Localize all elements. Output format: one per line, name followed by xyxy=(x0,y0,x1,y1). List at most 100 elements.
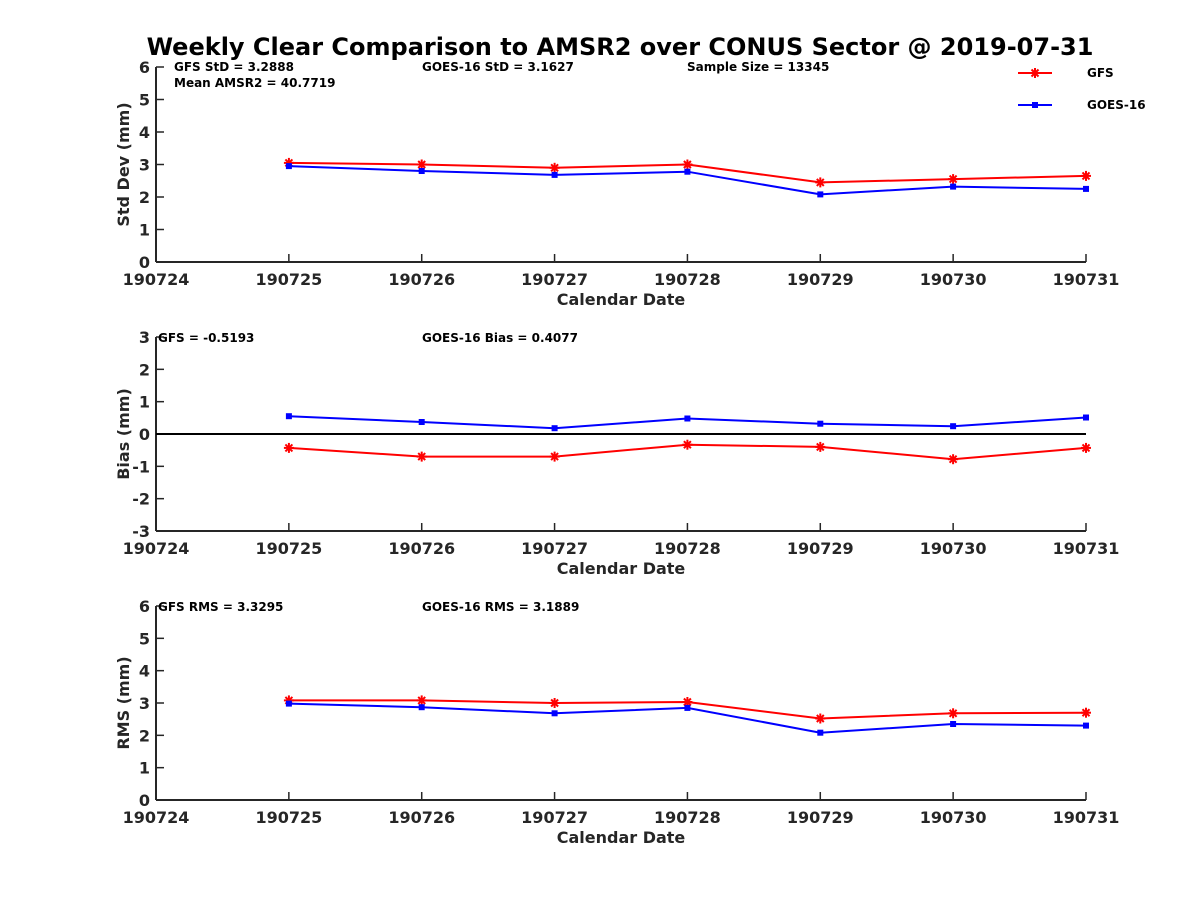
gfs-point-marker xyxy=(682,159,693,170)
gfs-point-marker xyxy=(815,713,826,724)
legend-goes-marker xyxy=(1032,102,1038,108)
x-tick-label: 190728 xyxy=(654,539,721,558)
stats-annotation: GOES-16 RMS = 3.1889 xyxy=(422,600,579,614)
gfs-point-marker xyxy=(815,441,826,452)
x-tick-label: 190728 xyxy=(654,270,721,289)
x-tick-label: 190729 xyxy=(787,808,854,827)
gfs-point-marker xyxy=(416,159,427,170)
y-tick-label: 5 xyxy=(139,91,150,110)
y-tick-label: 5 xyxy=(139,629,150,648)
legend: GFS GOES-16 xyxy=(1018,66,1146,112)
gfs-point-marker xyxy=(682,439,693,450)
std-dev-panel: 190724 190725 190726 190727 190728 190729 1907… xyxy=(114,58,1119,309)
stats-annotation: GFS = -0.5193 xyxy=(158,331,254,345)
y-axis-label: Std Dev (mm) xyxy=(114,102,133,226)
goes16-point-marker xyxy=(418,704,425,711)
y-tick-label: 6 xyxy=(139,597,150,616)
goes16-point-marker xyxy=(551,171,558,178)
goes16-point-marker xyxy=(817,420,824,427)
legend-gfs-marker xyxy=(1030,68,1040,78)
stats-annotation: GOES-16 Bias = 0.4077 xyxy=(422,331,578,345)
y-tick-label: 1 xyxy=(139,221,150,240)
x-tick-label: 190726 xyxy=(388,270,455,289)
x-tick-label: 190727 xyxy=(521,539,588,558)
gfs-point-marker xyxy=(948,708,959,719)
x-tick-label: 190724 xyxy=(123,539,190,558)
gfs-point-marker xyxy=(549,451,560,462)
x-tick-label: 190730 xyxy=(920,808,987,827)
y-tick-label: 0 xyxy=(139,791,150,810)
rms-panel: 190724 190725 190726 190727 190728 190729 1907… xyxy=(114,597,1119,847)
goes16-point-marker xyxy=(817,191,824,198)
y-axis-label: RMS (mm) xyxy=(114,656,133,749)
legend-goes-label: GOES-16 xyxy=(1087,98,1146,112)
stats-annotation: GFS StD = 3.2888 xyxy=(174,60,294,74)
x-tick-label: 190724 xyxy=(123,270,190,289)
x-tick-label: 190731 xyxy=(1053,270,1120,289)
gfs-point-marker xyxy=(1081,707,1091,718)
stats-annotation: Sample Size = 13345 xyxy=(687,60,829,74)
y-tick-label: 6 xyxy=(139,58,150,77)
x-tick-label: 190725 xyxy=(255,270,322,289)
goes16-point-marker xyxy=(1083,185,1089,192)
x-tick-label: 190731 xyxy=(1053,808,1120,827)
goes16-point-marker xyxy=(418,168,425,174)
goes16-point-marker xyxy=(950,423,957,430)
y-tick-label: 1 xyxy=(139,759,150,778)
goes16-point-marker xyxy=(817,729,824,736)
x-tick-label: 190729 xyxy=(787,539,854,558)
gfs-point-marker xyxy=(549,162,560,173)
goes16-point-marker xyxy=(285,413,292,420)
x-tick-label: 190724 xyxy=(123,808,190,827)
x-axis-label: Calendar Date xyxy=(557,290,686,309)
x-tick-label: 190727 xyxy=(521,270,588,289)
y-tick-label: 1 xyxy=(139,393,150,412)
gfs-point-marker xyxy=(416,695,427,706)
gfs-point-marker xyxy=(948,174,959,185)
legend-gfs-label: GFS xyxy=(1087,66,1114,80)
stats-annotation: GOES-16 StD = 3.1627 xyxy=(422,60,574,74)
y-tick-label: 4 xyxy=(139,123,150,142)
x-tick-label: 190730 xyxy=(920,539,987,558)
x-axis-label: Calendar Date xyxy=(557,828,686,847)
y-tick-label: 2 xyxy=(139,726,150,745)
y-tick-label: 0 xyxy=(139,425,150,444)
x-tick-label: 190726 xyxy=(388,808,455,827)
gfs-point-marker xyxy=(283,442,294,453)
x-tick-label: 190725 xyxy=(255,539,322,558)
y-axis-label: Bias (mm) xyxy=(114,388,133,480)
y-tick-label: 3 xyxy=(139,328,150,347)
x-tick-label: 190727 xyxy=(521,808,588,827)
gfs-point-marker xyxy=(549,698,560,708)
x-tick-label: 190726 xyxy=(388,539,455,558)
gfs-point-marker xyxy=(1081,170,1091,181)
goes16-point-marker xyxy=(684,704,691,711)
y-tick-label: -2 xyxy=(132,490,150,509)
y-tick-label: 2 xyxy=(139,188,150,207)
y-tick-label: 3 xyxy=(139,694,150,713)
goes16-point-marker xyxy=(285,163,292,170)
goes16-point-marker xyxy=(1083,414,1089,421)
y-tick-label: 0 xyxy=(139,253,150,272)
goes16-point-marker xyxy=(950,721,957,727)
y-tick-label: -1 xyxy=(132,457,150,476)
x-axis-label: Calendar Date xyxy=(557,559,686,578)
goes16-point-marker xyxy=(285,700,292,707)
x-tick-label: 190730 xyxy=(920,270,987,289)
gfs-point-marker xyxy=(1081,442,1091,453)
goes16-point-marker xyxy=(551,425,558,432)
x-tick-label: 190725 xyxy=(255,808,322,827)
goes16-point-marker xyxy=(551,710,558,717)
goes16-point-marker xyxy=(684,168,691,175)
bias-panel: 190724 190725 190726 190727 190728 190729 1907… xyxy=(114,328,1119,578)
gfs-point-marker xyxy=(948,454,959,465)
goes16-point-marker xyxy=(950,183,957,190)
stats-annotation: Mean AMSR2 = 40.7719 xyxy=(174,76,335,90)
y-tick-label: -3 xyxy=(132,522,150,541)
y-tick-label: 2 xyxy=(139,360,150,379)
goes16-point-marker xyxy=(418,419,425,425)
y-tick-label: 3 xyxy=(139,156,150,175)
figure-title: Weekly Clear Comparison to AMSR2 over CO… xyxy=(147,33,1094,61)
